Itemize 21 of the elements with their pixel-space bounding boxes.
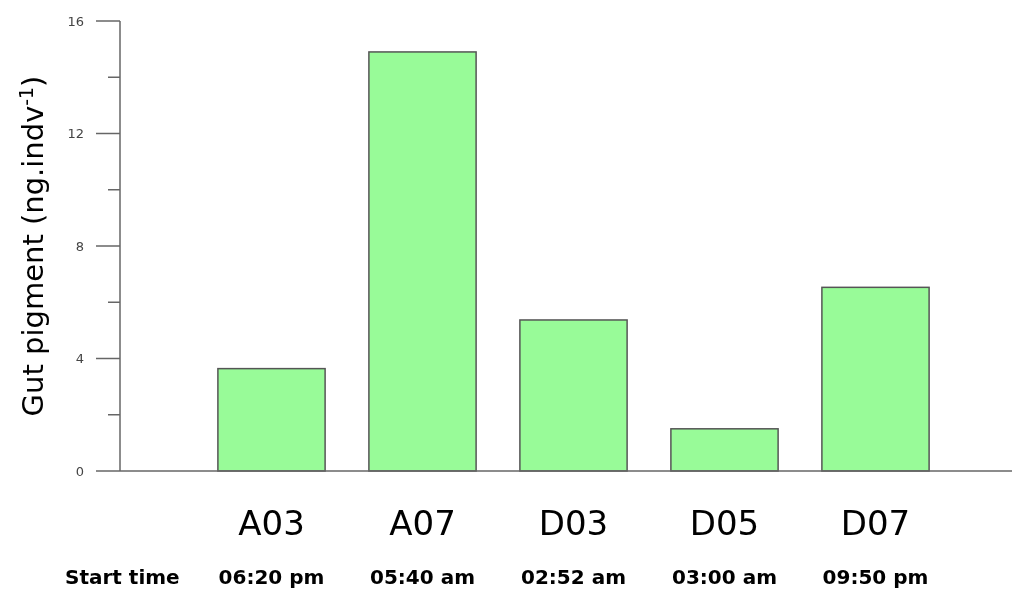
x-tick-label: D07: [840, 503, 911, 543]
bar: [821, 286, 930, 472]
text: 03:00 am: [672, 565, 777, 589]
y-tick-label: 8: [75, 238, 84, 254]
text: 05:40 am: [370, 565, 475, 589]
y-tick-label: 16: [67, 13, 84, 29]
x-tick-label: D05: [689, 503, 760, 543]
bar: [670, 428, 779, 472]
y-tick-label: 4: [75, 351, 84, 367]
x-tick-label: D03: [538, 503, 609, 543]
bar: [217, 367, 326, 472]
y-tick-label: 0: [75, 463, 84, 479]
y-tick-label: 12: [67, 126, 84, 142]
text: 06:20 pm: [218, 565, 325, 589]
x-tick-label: A03: [238, 503, 305, 543]
bar: [368, 51, 477, 472]
bar: [519, 319, 628, 472]
text: 09:50 pm: [822, 565, 929, 589]
text: Start time: [65, 565, 180, 589]
text: 02:52 am: [521, 565, 626, 589]
x-tick-label: A07: [389, 503, 456, 543]
